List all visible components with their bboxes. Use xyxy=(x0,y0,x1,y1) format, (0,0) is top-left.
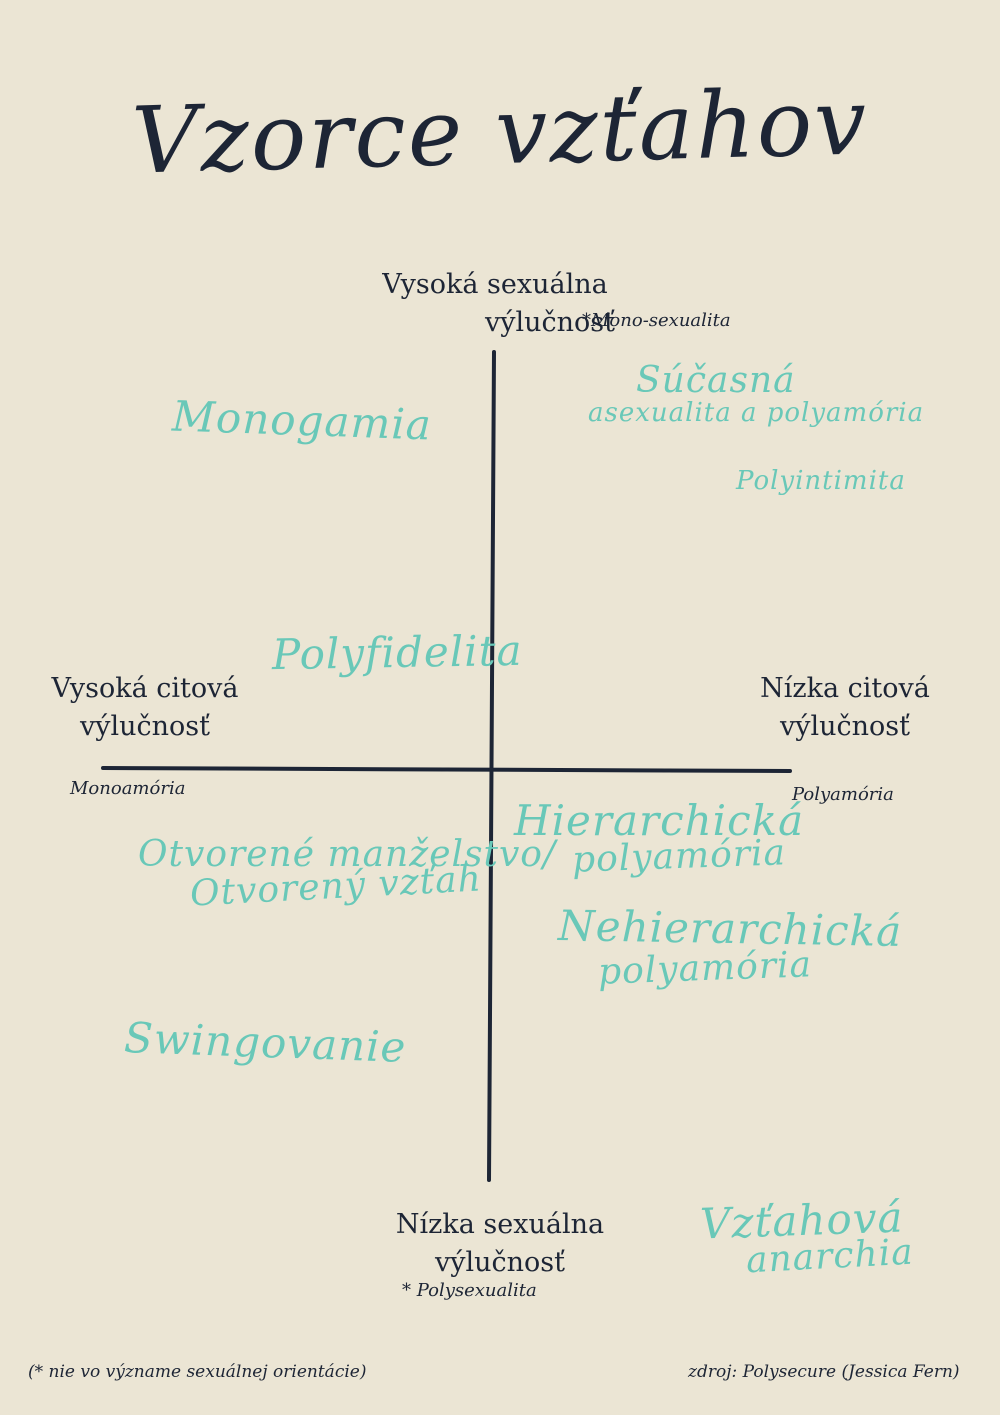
horizontal-axis xyxy=(101,766,792,773)
top-axis-line1: Vysoká sexuálna xyxy=(382,269,608,300)
label-sucasna-line2: asexualita a polyamória xyxy=(588,398,925,428)
top-axis-label: Vysoká sexuálna výlučnosť xyxy=(355,266,635,342)
label-swingovanie: Swingovanie xyxy=(123,1013,408,1072)
top-axis-line2: výlučnosť xyxy=(485,307,616,338)
left-axis-label: Vysoká citová výlučnosť xyxy=(25,670,265,746)
right-axis-note: Polyamória xyxy=(792,784,894,805)
label-anarchia-line2: anarchia xyxy=(745,1231,915,1282)
label-otvorene-line1: Otvorené manželstvo/ xyxy=(138,834,557,875)
left-axis-line2: výlučnosť xyxy=(79,711,210,742)
label-monogamia: Monogamia xyxy=(171,391,433,450)
label-sucasna-line1: Súčasná xyxy=(636,360,796,401)
bottom-axis-line1: Nízka sexuálna xyxy=(395,1209,605,1240)
footnote: (* nie vo význame sexuálnej orientácie) xyxy=(28,1362,367,1382)
right-axis-line1: Nízka citová xyxy=(760,673,930,704)
label-nehierarchicka-line2: polyamória xyxy=(597,944,813,993)
label-polyintimita: Polyintimita xyxy=(736,466,906,496)
left-axis-line1: Vysoká citová xyxy=(51,673,239,704)
label-polyfidelita: Polyfidelita xyxy=(271,625,523,680)
bottom-axis-label: Nízka sexuálna výlučnosť xyxy=(370,1206,630,1282)
label-hierarchicka-line1: Hierarchická xyxy=(514,796,805,845)
top-axis-note: *Mono-sexualita xyxy=(582,310,731,331)
bottom-axis-note: * Polysexualita xyxy=(402,1280,537,1301)
vertical-axis xyxy=(487,350,496,1182)
left-axis-note: Monoamória xyxy=(70,778,186,799)
label-hierarchicka-line2: polyamória xyxy=(571,832,787,881)
right-axis-line2: výlučnosť xyxy=(779,711,910,742)
bottom-axis-line2: výlučnosť xyxy=(434,1247,565,1278)
right-axis-label: Nízka citová výlučnosť xyxy=(730,670,960,746)
source-credit: zdroj: Polysecure (Jessica Fern) xyxy=(688,1362,960,1382)
